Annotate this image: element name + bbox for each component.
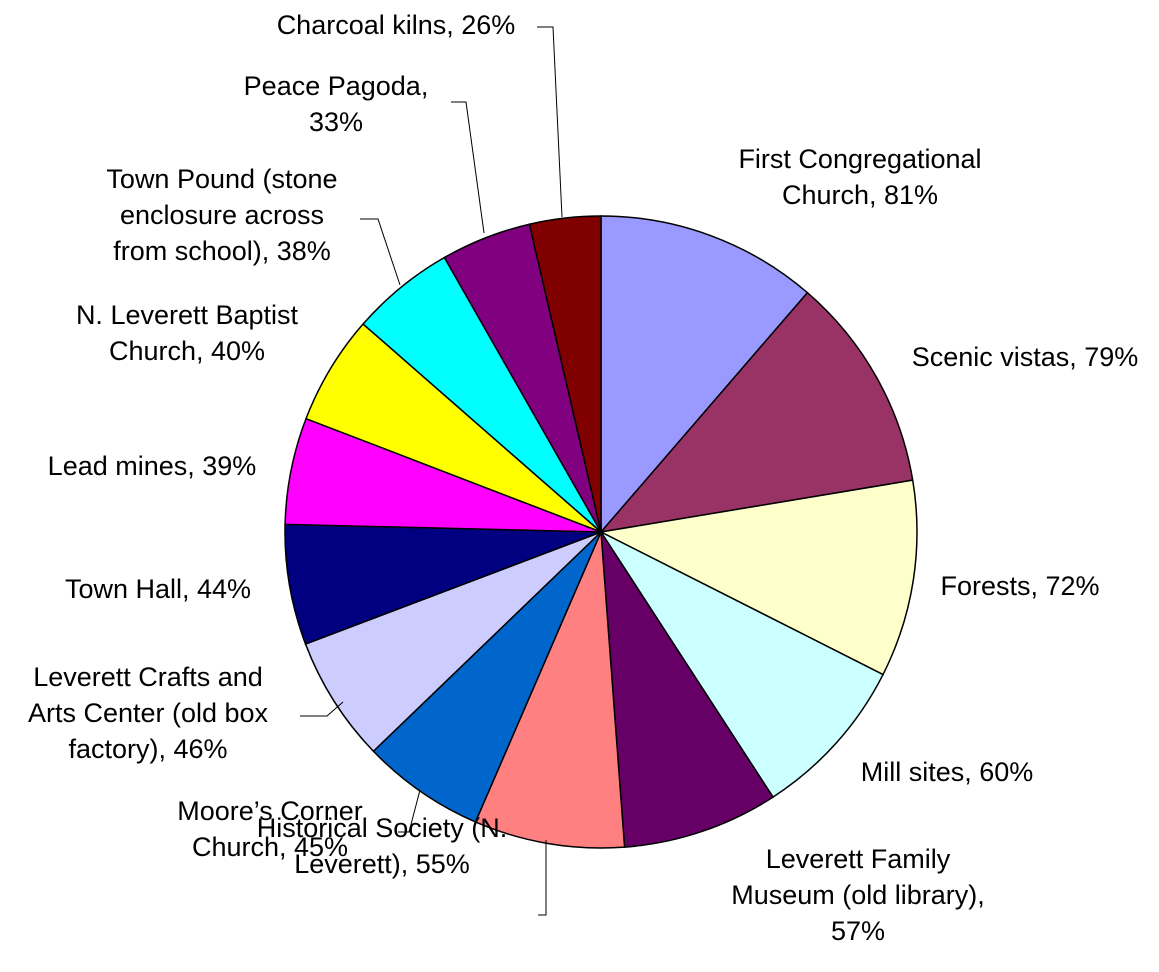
leader-line: [537, 26, 563, 218]
pie-slice: [284, 523, 602, 646]
leader-lines: [300, 26, 563, 916]
slice-labels: First Congregational Church, 81% Scenic vi…: [28, 10, 1138, 946]
slice-label: Moore’s Corner Church, 45%: [177, 796, 363, 862]
slice-label: Lead mines, 39%: [48, 451, 257, 481]
pie-slice: [599, 291, 914, 534]
pie-slice: [598, 479, 918, 676]
pie-slice: [304, 531, 602, 753]
pie-slice: [372, 531, 602, 823]
leader-line: [451, 101, 485, 234]
slice-label: Scenic vistas, 79%: [912, 342, 1139, 372]
slice-label: Historical Society (N. Leverett), 55%: [257, 813, 508, 879]
leader-line: [538, 840, 547, 916]
pie-slice: [600, 531, 775, 848]
slice-label: Town Pound (stone enclosure across from sc…: [106, 164, 337, 266]
leader-line: [360, 218, 401, 286]
slice-label: Town Hall, 44%: [65, 574, 251, 604]
pie-slice: [528, 215, 602, 533]
slice-label: First Congregational Church, 81%: [738, 144, 981, 210]
pie-slice: [474, 531, 626, 849]
leader-line: [398, 789, 421, 833]
slice-label: Leverett Family Museum (old library), 57%: [731, 844, 985, 946]
leader-line: [300, 701, 344, 717]
slice-label: Forests, 72%: [940, 571, 1099, 601]
pie-slice: [598, 530, 885, 799]
slice-label: Peace Pagoda, 33%: [244, 71, 429, 137]
pie-slices: [284, 215, 918, 849]
pie-slice: [600, 215, 809, 535]
slice-label: Charcoal kilns, 26%: [277, 10, 516, 40]
slice-label: N. Leverett Baptist Church, 40%: [76, 300, 299, 366]
slice-label: Mill sites, 60%: [861, 757, 1034, 787]
slice-label: Leverett Crafts and Arts Center (old box f…: [28, 662, 269, 764]
